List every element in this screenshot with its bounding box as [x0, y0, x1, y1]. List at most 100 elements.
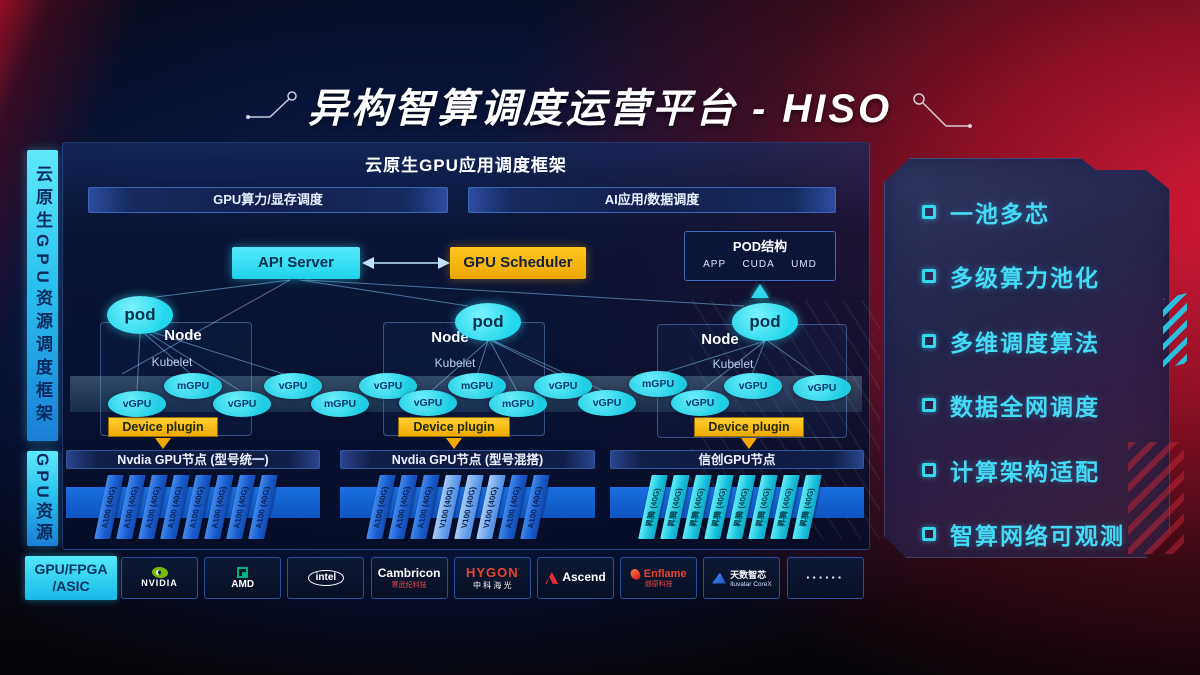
mgpu-ellipse: mGPU [164, 373, 222, 399]
vendor-name: 天数智芯 [730, 570, 767, 580]
feature-label: 数据全网调度 [950, 394, 1100, 421]
square-bullet-icon [922, 269, 936, 284]
vgpu-ellipse: vGPU [671, 390, 729, 416]
vendor-row: Enflame [628, 566, 687, 582]
vendor-subtitle: 中 科 海 光 [472, 580, 512, 590]
vgpu-ellipse: vGPU [359, 373, 417, 399]
enflame-logo-icon [628, 566, 643, 582]
feature-item: 多维调度算法 [922, 326, 1100, 356]
more-vendors-dots: ······ [806, 569, 845, 585]
vgpu-ellipse: vGPU [264, 373, 322, 399]
gpu-fpga-asic-label: GPU/FPGA /ASIC [25, 556, 117, 600]
vgpu-ellipse: vGPU [793, 375, 851, 401]
vendor-tile-nvidia: NVIDIA [121, 557, 198, 599]
vendor-tile-ascend: Ascend [537, 557, 614, 599]
node-label: Node [701, 331, 739, 348]
mgpu-ellipse: mGPU [489, 391, 547, 417]
down-arrow-icon [741, 438, 757, 449]
vendor-tile-iluvatar: 天数智芯 Iluvatar CoreX [703, 557, 781, 599]
api-server-box: API Server [232, 247, 360, 279]
iluvatar-logo-icon [712, 572, 727, 584]
square-bullet-icon [922, 462, 936, 477]
vendor-name: Cambricon [377, 566, 441, 581]
pod-item-app: APP [703, 259, 727, 270]
vendor-row: 天数智芯 Iluvatar CoreX [712, 568, 772, 588]
nvidia-logo-icon [151, 567, 168, 579]
feature-label: 计算架构适配 [950, 458, 1100, 485]
vendor-name-block: 天数智芯 Iluvatar CoreX [730, 568, 772, 588]
kubelet-label: Kubelet [712, 357, 754, 371]
feature-item: 数据全网调度 [922, 390, 1100, 420]
gpu-scheduler-box: GPU Scheduler [450, 247, 586, 279]
vendor-name: NVIDIA [141, 578, 178, 589]
kubelet-label: Kubelet [434, 356, 476, 370]
kubelet-label: Kubelet [151, 355, 193, 369]
pod-up-arrow-icon [751, 284, 769, 298]
vendor-subtitle: 燧原科技 [644, 581, 673, 589]
down-arrow-icon [155, 438, 171, 449]
pod-ellipse: pod [107, 296, 173, 334]
hazard-stripes-cyan-decoration [1163, 293, 1187, 369]
gpu-fpga-asic-line2: /ASIC [52, 578, 90, 594]
vendor-row: Ascend [545, 570, 606, 585]
vendor-tile-amd: AMD [204, 557, 282, 599]
vgpu-ellipse: vGPU [578, 390, 636, 416]
vendor-subtitle: 寒武纪科技 [391, 581, 427, 589]
ascend-logo-icon [545, 572, 559, 584]
feature-label: 多级算力池化 [950, 265, 1100, 292]
feature-label: 一池多芯 [950, 201, 1050, 227]
vendor-subtitle: Iluvatar CoreX [730, 581, 772, 588]
vgpu-ellipse: vGPU [399, 390, 457, 416]
node-label: Node [164, 327, 202, 344]
feature-label: 多维调度算法 [950, 329, 1100, 356]
amd-logo-icon [237, 566, 249, 578]
pod-item-umd: UMD [791, 259, 817, 270]
gpu-group-header: Nvdia GPU节点 (型号混搭) [340, 450, 595, 469]
hazard-stripes-red-decoration [1128, 442, 1184, 554]
square-bullet-icon [922, 333, 936, 348]
gpu-group-header: 信创GPU节点 [610, 450, 864, 469]
feature-panel [884, 158, 1170, 558]
pod-item-cuda: CUDA [742, 259, 775, 270]
gpu-compute-scheduling-bar: GPU算力/显存调度 [88, 187, 448, 213]
framework-header: 云原生GPU应用调度框架 [365, 156, 567, 175]
feature-item: 智算网络可观测 [922, 519, 1125, 549]
vendor-tile-more: ······ [786, 557, 864, 599]
vendor-tile-intel: intel [287, 557, 365, 599]
sidebar-label-cloud-native-gpu-framework: 云原生GPU资源调度框架 [27, 150, 58, 441]
square-bullet-icon [922, 205, 936, 219]
mgpu-ellipse: mGPU [311, 391, 369, 417]
gpu-fpga-asic-line1: GPU/FPGA [34, 560, 108, 577]
pod-structure-title: POD结构 [732, 239, 788, 254]
vgpu-ellipse: vGPU [724, 373, 782, 399]
vendor-name: HYGON [465, 565, 519, 581]
vendor-name: Ascend [562, 570, 606, 585]
feature-item: 计算架构适配 [922, 455, 1100, 485]
feature-item: 多级算力池化 [922, 261, 1100, 291]
device-plugin-box: Device plugin [108, 417, 218, 437]
feature-item: 一池多芯 [922, 197, 1050, 227]
vgpu-ellipse: vGPU [108, 391, 166, 417]
down-arrow-icon [446, 438, 462, 449]
vendor-name: AMD [231, 578, 255, 590]
vendor-tile-cambricon: Cambricon 寒武纪科技 [370, 557, 448, 599]
pod-structure-box: POD结构 APP CUDA UMD [684, 231, 836, 281]
vendor-name: Enflame [643, 567, 687, 580]
sidebar-label-gpu-resource: GPU资源 [27, 451, 58, 546]
feature-label: 智算网络可观测 [950, 523, 1125, 549]
pod-ellipse: pod [455, 303, 521, 341]
square-bullet-icon [922, 398, 936, 413]
pod-structure-items: APP CUDA UMD [685, 255, 835, 270]
vgpu-ellipse: vGPU [213, 391, 271, 417]
intel-logo-icon: intel [307, 570, 345, 586]
page-title: 异构智算调度运营平台 - HISO [307, 87, 893, 131]
pod-ellipse: pod [732, 303, 798, 341]
device-plugin-box: Device plugin [398, 417, 510, 437]
square-bullet-icon [922, 527, 936, 541]
device-plugin-box: Device plugin [694, 417, 804, 437]
vendor-tile-hygon: HYGON 中 科 海 光 [453, 557, 531, 599]
vendor-tile-enflame: Enflame 燧原科技 [620, 557, 698, 599]
ai-data-scheduling-bar: AI应用/数据调度 [468, 187, 836, 213]
gpu-group-header: Nvdia GPU节点 (型号统一) [66, 450, 320, 469]
